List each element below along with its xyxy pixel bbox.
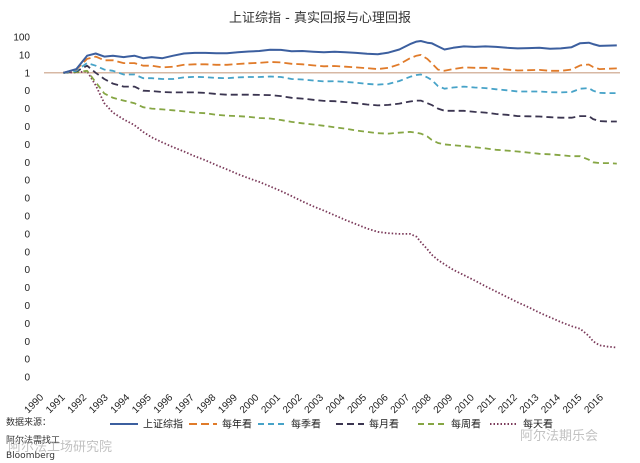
y-tick-label: 0 [24, 104, 30, 115]
y-tick-label: 100 [13, 33, 30, 44]
y-tick-label: 1 [24, 68, 30, 79]
source-line-1: 数据来源： [6, 416, 51, 428]
y-tick-label: 0 [24, 301, 30, 312]
y-tick-label: 0 [24, 122, 30, 133]
y-tick-label: 0 [24, 373, 30, 384]
watermark-right: 阿尔法期乐会 [520, 429, 598, 444]
y-tick-label: 0 [24, 355, 30, 366]
series-line-每年看 [63, 54, 617, 74]
y-tick-label: 0 [24, 86, 30, 97]
series-line-每月看 [63, 64, 617, 123]
legend-label: 每天看 [523, 418, 553, 431]
series-line-上证综指 [63, 40, 617, 74]
series-line-每天看 [63, 70, 617, 349]
legend-label: 每年看 [222, 418, 252, 431]
series-line-每周看 [63, 69, 617, 165]
y-tick-label: 10 [19, 50, 31, 61]
source-line-2: 阿尔法需找工 [6, 434, 60, 446]
watermark-left: 阿尔法工场研究院 [8, 440, 112, 455]
legend: 上证综指 每年看 每季看 每月看 每周看 每天看 [110, 418, 553, 431]
series-layer [63, 40, 617, 349]
legend-label: 每月看 [369, 418, 399, 431]
chart-title: 上证综指 - 真实回报与心理回报 [229, 11, 411, 26]
legend-label: 上证综指 [143, 418, 183, 431]
y-tick-label: 0 [24, 337, 30, 348]
y-tick-label: 0 [24, 247, 30, 258]
y-tick-label: 0 [24, 194, 30, 205]
y-tick-label: 0 [24, 283, 30, 294]
source-note: 数据来源： 阿尔法需找工 Bloomberg [6, 416, 60, 461]
y-tick-label: 0 [24, 229, 30, 240]
series-line-每季看 [63, 62, 617, 94]
y-tick-label: 0 [24, 319, 30, 330]
y-tick-label: 0 [24, 212, 30, 223]
y-tick-label: 0 [24, 140, 30, 151]
legend-label: 每周看 [451, 418, 481, 431]
legend-label: 每季看 [291, 418, 321, 431]
source-line-3: Bloomberg [6, 451, 55, 461]
y-tick-label: 0 [24, 158, 30, 169]
y-tick-label: 0 [24, 265, 30, 276]
y-tick-label: 0 [24, 176, 30, 187]
